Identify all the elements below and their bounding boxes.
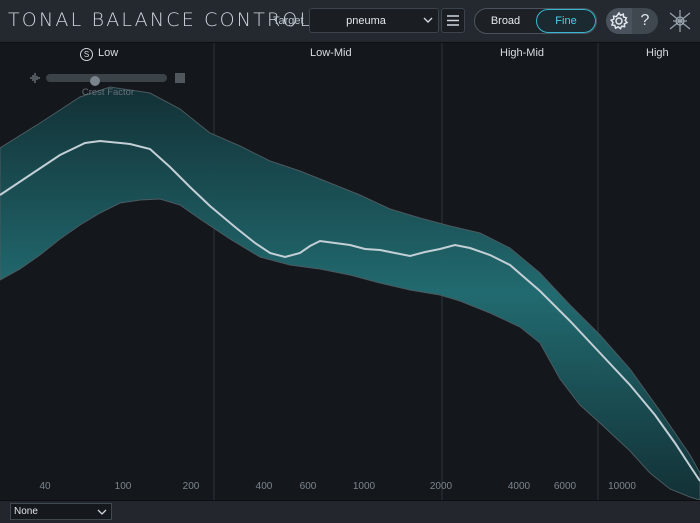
gear-icon (610, 11, 629, 30)
fine-mode-button[interactable]: Fine (536, 9, 596, 33)
band-label-high-mid: High-Mid (500, 47, 545, 59)
freq-label: 4000 (507, 481, 531, 492)
freq-label: 600 (299, 481, 317, 492)
crest-low-icon (30, 73, 40, 83)
freq-label: 400 (255, 481, 273, 492)
hamburger-icon (447, 15, 459, 26)
solo-icon[interactable]: S (80, 48, 93, 61)
crest-factor-knob[interactable] (90, 76, 101, 86)
target-dropdown-value: pneuma (346, 15, 386, 27)
footer-bar (0, 500, 700, 523)
view-mode-toggle: Broad Fine (474, 8, 597, 34)
footer-dropdown[interactable]: None (10, 503, 112, 520)
chevron-down-icon (97, 509, 107, 515)
izotope-logo-icon (669, 10, 691, 32)
spectrum-curve (0, 139, 700, 482)
target-label: Target (273, 15, 304, 27)
app-title: TONAL BALANCE CONTROL (8, 9, 313, 31)
crest-factor-slider[interactable] (46, 74, 167, 86)
target-menu-button[interactable] (441, 8, 465, 33)
target-dropdown[interactable]: pneuma (309, 8, 439, 33)
band-label-low-mid: Low-Mid (310, 47, 352, 59)
help-button[interactable]: ? (632, 8, 658, 34)
crest-factor-label: Crest Factor (81, 87, 135, 98)
band-label-low: S Low (80, 47, 118, 61)
settings-button[interactable] (606, 8, 632, 34)
tonal-balance-plot[interactable] (0, 43, 700, 500)
freq-label: 2000 (429, 481, 453, 492)
crest-high-icon (175, 73, 185, 83)
freq-label: 200 (182, 481, 200, 492)
freq-label: 40 (39, 481, 51, 492)
freq-label: 100 (114, 481, 132, 492)
broad-mode-button[interactable]: Broad (490, 15, 521, 27)
freq-label: 1000 (352, 481, 376, 492)
footer-dropdown-value: None (14, 506, 38, 517)
chevron-down-icon (423, 17, 433, 23)
band-label-low-text: Low (98, 47, 119, 59)
freq-label: 6000 (553, 481, 577, 492)
freq-label: 10000 (608, 481, 636, 492)
target-range-band (0, 86, 700, 500)
crest-factor-control: Crest Factor (30, 71, 186, 101)
band-label-high: High (646, 47, 669, 59)
header-bar: TONAL BALANCE CONTROL Target pneuma Broa… (0, 0, 700, 43)
